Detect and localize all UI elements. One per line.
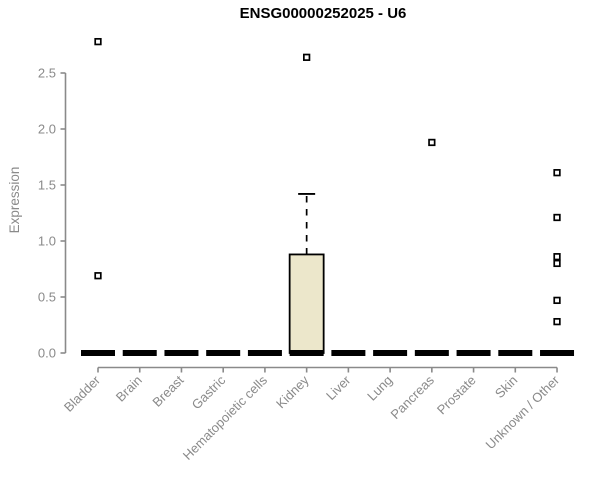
category-label: Bladder (61, 372, 104, 415)
y-tick-label: 2.5 (38, 66, 56, 81)
boxplot-lung (373, 350, 408, 356)
boxplot-brain (122, 350, 157, 356)
y-tick-label: 0.0 (38, 346, 56, 361)
median-line (373, 350, 408, 356)
category-label: Kidney (273, 372, 312, 411)
outlier-point (553, 253, 561, 261)
median-line (164, 350, 199, 356)
y-axis-title: Expression (7, 167, 22, 234)
boxplot-bladder (81, 37, 115, 356)
boxplot-pancreas (414, 138, 449, 356)
median-line (498, 350, 533, 356)
boxplot-prostate (456, 350, 491, 356)
category-label: Breast (149, 372, 186, 409)
outlier-point (553, 296, 561, 305)
box (288, 253, 325, 354)
median-line (540, 350, 575, 356)
median-line (331, 350, 366, 356)
y-axis: 0.0 0.5 1.0 1.5 2.0 2.5 (38, 66, 67, 361)
outlier-point (303, 53, 311, 61)
y-tick-label: 1.5 (38, 178, 56, 193)
outlier-point (94, 272, 102, 280)
y-tick-label: 0.5 (38, 290, 56, 305)
boxplot-skin (498, 350, 533, 356)
category-label: Gastric (189, 372, 229, 412)
median-line (122, 350, 157, 356)
median-line (247, 350, 282, 356)
median-line (81, 350, 115, 356)
boxplot-hematopoietic-cells (247, 350, 282, 356)
category-label: Unknown / Other (483, 372, 563, 452)
boxplot-gastric (206, 350, 241, 356)
category-label: Liver (323, 372, 354, 403)
median-line (206, 350, 241, 356)
boxplot-breast (164, 350, 199, 356)
outlier-point (428, 138, 436, 147)
boxplot-liver (331, 350, 366, 356)
category-label: Skin (492, 373, 520, 401)
boxplot-kidney (288, 53, 325, 356)
category-label: Prostate (434, 373, 479, 418)
outlier-point (553, 317, 561, 326)
median-line (414, 350, 449, 356)
chart-title: ENSG00000252025 - U6 (239, 5, 407, 22)
y-tick-label: 2.0 (38, 122, 56, 137)
outlier-point (553, 213, 561, 222)
category-label: Pancreas (388, 372, 438, 422)
outlier-point (94, 37, 102, 46)
category-label: Brain (113, 373, 145, 405)
category-label: Lung (364, 373, 395, 404)
y-tick-label: 1.0 (38, 234, 56, 249)
outlier-point (553, 259, 561, 268)
median-line (289, 350, 324, 356)
boxplot-unknown-other (540, 169, 575, 356)
outlier-point (553, 169, 561, 177)
median-line (456, 350, 491, 356)
